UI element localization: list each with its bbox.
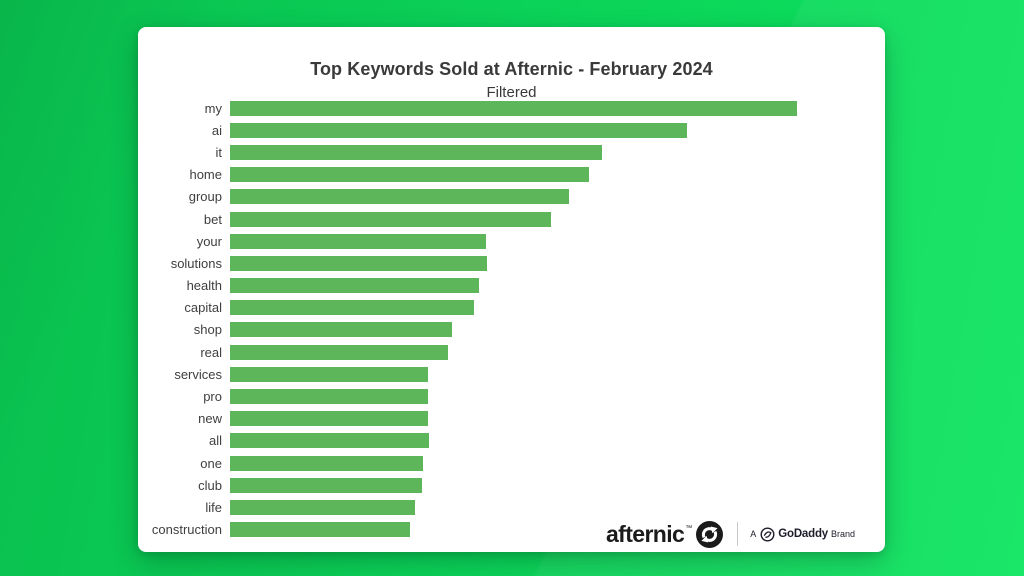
bar-track	[230, 211, 797, 227]
godaddy-byline-suffix: Brand	[830, 529, 855, 539]
bar-track	[230, 389, 797, 405]
bar	[230, 189, 570, 205]
bar-track	[230, 433, 797, 449]
bar-track	[230, 300, 797, 316]
bar-label: group	[188, 189, 222, 205]
bar	[230, 389, 428, 405]
bar-track	[230, 189, 797, 205]
bar-row: your	[138, 230, 885, 252]
bar-track	[230, 122, 797, 138]
bar-track	[230, 100, 797, 116]
bar-chart: my ai it home group bet your solutions health cap…	[138, 97, 885, 541]
afternic-logo: afternic ™	[605, 520, 724, 548]
bar-label: shop	[193, 322, 222, 338]
bar-label: all	[208, 433, 222, 449]
bar	[230, 300, 474, 316]
bar	[230, 322, 453, 338]
bar-track	[230, 167, 797, 183]
bar-row: pro	[138, 385, 885, 407]
bar-row: club	[138, 474, 885, 496]
bar	[230, 344, 448, 360]
bar-row: capital	[138, 297, 885, 319]
godaddy-go-icon	[760, 527, 775, 541]
bar-track	[230, 366, 797, 382]
chart-subtitle: Filtered	[486, 84, 537, 101]
bar-track	[230, 522, 797, 538]
bar-row: home	[138, 164, 885, 186]
bar	[230, 477, 423, 493]
afternic-wordmark: afternic	[605, 520, 685, 547]
bar-label: services	[174, 366, 222, 382]
footer-divider	[737, 522, 739, 546]
bar-label: home	[189, 167, 222, 183]
bar	[230, 167, 589, 183]
bar-track	[230, 233, 797, 249]
bar-track	[230, 499, 797, 515]
bar-row: health	[138, 275, 885, 297]
bar-label: your	[196, 233, 222, 249]
godaddy-byline: A GoDaddy Brand	[750, 527, 855, 542]
bar	[230, 122, 687, 138]
bar-label: one	[200, 455, 222, 471]
bar	[230, 278, 479, 294]
bar-label: health	[186, 278, 222, 294]
bar-row: all	[138, 430, 885, 452]
bar-label: new	[198, 411, 222, 427]
bar	[230, 255, 487, 271]
bar-row: it	[138, 141, 885, 163]
bar	[230, 433, 430, 449]
bar-track	[230, 322, 797, 338]
bar-track	[230, 255, 797, 271]
footer-brand: afternic ™ A GoD	[606, 517, 855, 551]
bar-row: construction	[138, 519, 885, 541]
bar	[230, 411, 428, 427]
bar	[230, 211, 551, 227]
bar-label: pro	[203, 389, 222, 405]
bar-label: real	[200, 344, 222, 360]
trademark-symbol: ™	[685, 524, 693, 532]
bar-row: services	[138, 363, 885, 385]
bar	[230, 366, 428, 382]
bar-track	[230, 344, 797, 360]
bar	[230, 522, 410, 538]
bar	[230, 144, 602, 160]
bar-label: capital	[184, 300, 222, 316]
bar-row: shop	[138, 319, 885, 341]
bar-label: it	[215, 144, 223, 160]
bar-label: my	[204, 100, 222, 116]
bar-label: life	[205, 499, 222, 515]
bar-label: ai	[211, 122, 222, 138]
chart-title: Top Keywords Sold at Afternic - February…	[310, 59, 713, 79]
bar-row: life	[138, 496, 885, 518]
afternic-cycle-icon	[696, 520, 724, 548]
bar-row: new	[138, 408, 885, 430]
godaddy-byline-prefix: A	[750, 529, 757, 539]
bar-row: ai	[138, 119, 885, 141]
bar	[230, 233, 486, 249]
bar-label: bet	[203, 211, 222, 227]
bar-row: real	[138, 341, 885, 363]
bar-row: solutions	[138, 252, 885, 274]
bar-track	[230, 455, 797, 471]
bar-label: club	[198, 477, 222, 493]
bar-row: one	[138, 452, 885, 474]
bar-label: solutions	[170, 255, 222, 271]
bar-track	[230, 477, 797, 493]
bar-label: construction	[151, 522, 222, 538]
bar-row: bet	[138, 208, 885, 230]
bar-track	[230, 278, 797, 294]
bar-row: group	[138, 186, 885, 208]
godaddy-wordmark: GoDaddy	[778, 528, 828, 540]
bar	[230, 455, 423, 471]
bar-track	[230, 411, 797, 427]
chart-card: Top Keywords Sold at Afternic - February…	[138, 27, 885, 552]
bar	[230, 100, 797, 116]
bar	[230, 499, 415, 515]
bar-row: my	[138, 97, 885, 119]
bar-track	[230, 144, 797, 160]
